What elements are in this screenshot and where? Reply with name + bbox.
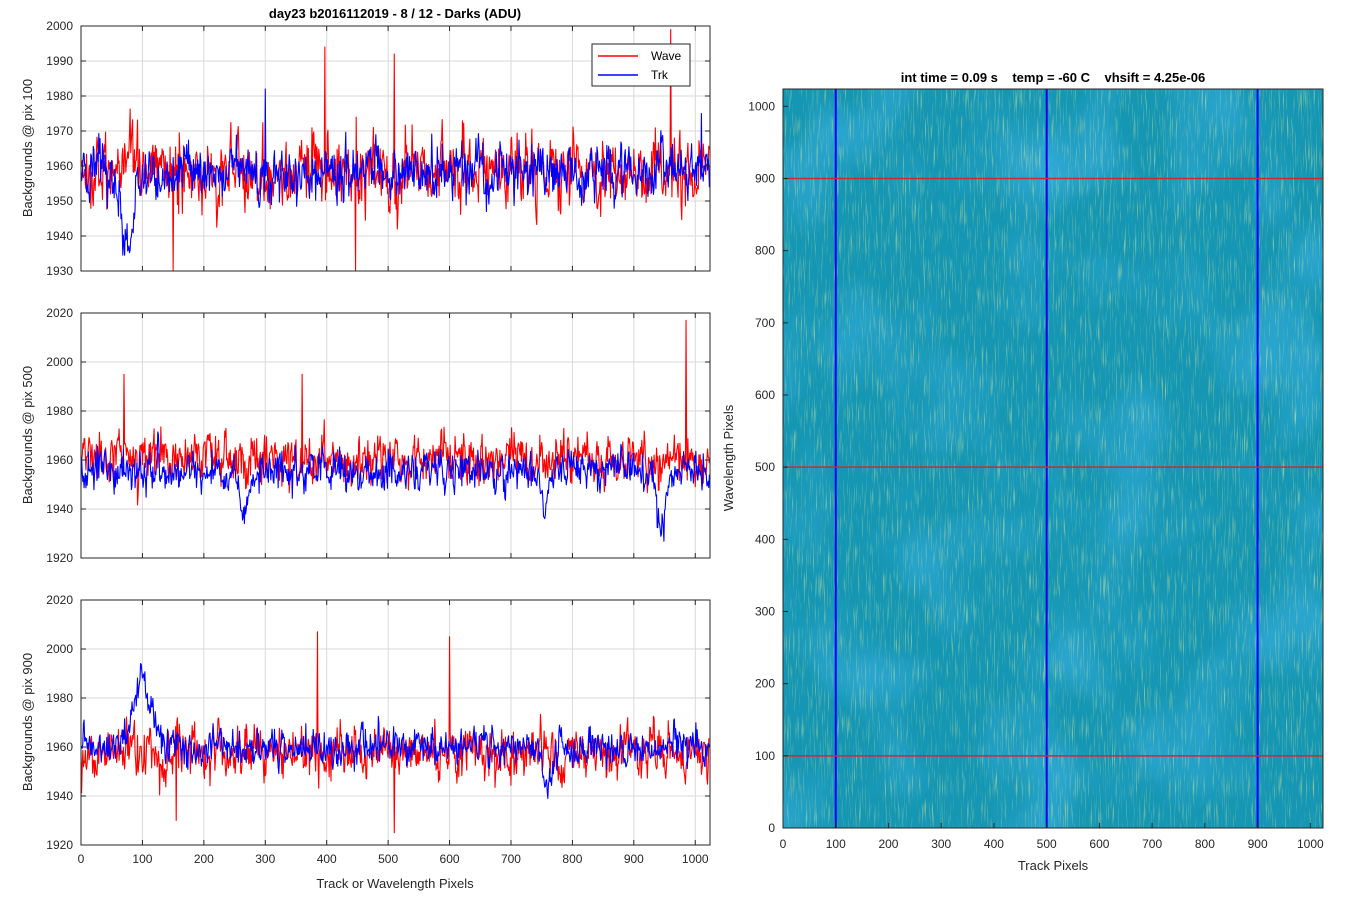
line-panel-pix-100: 1930 1940 1950 1960 1970 1980 1990 2000 Backgro… bbox=[20, 6, 711, 278]
y-tick-label: 2000 bbox=[46, 642, 73, 656]
y-tick-label: 2020 bbox=[46, 593, 73, 607]
legend-wave-label: Wave bbox=[651, 49, 682, 63]
x-tick-label: 200 bbox=[194, 852, 214, 866]
y-tick-label: 1970 bbox=[46, 124, 73, 138]
heatmap-texture-fine bbox=[783, 89, 1323, 828]
legend-trk-label: Trk bbox=[651, 68, 669, 82]
series-group bbox=[81, 319, 710, 542]
y-tick-label: 1920 bbox=[46, 838, 73, 852]
axes-box bbox=[80, 25, 711, 272]
x-tick-label: 0 bbox=[780, 837, 787, 851]
y-tick-label: 1940 bbox=[46, 229, 73, 243]
heatmap-title: int time = 0.09 s temp = -60 C vhsift = … bbox=[901, 70, 1206, 85]
y-tick-label: 1960 bbox=[46, 740, 73, 754]
grid bbox=[81, 313, 710, 558]
series-line-trk bbox=[81, 88, 710, 256]
ticks: 1930 1940 1950 1960 1970 1980 1990 2000 bbox=[46, 19, 710, 278]
y-tick-label: 1940 bbox=[46, 502, 73, 516]
series-line-trk bbox=[81, 431, 710, 542]
x-tick-label: 700 bbox=[1142, 837, 1162, 851]
x-tick-label: 600 bbox=[1089, 837, 1109, 851]
y-tick-label: 700 bbox=[755, 316, 775, 330]
y-tick-label: 900 bbox=[755, 171, 775, 185]
x-tick-label: 400 bbox=[984, 837, 1004, 851]
x-tick-label: 700 bbox=[501, 852, 521, 866]
x-tick-label: 800 bbox=[562, 852, 582, 866]
ticks: 0 100 200 300 400 500 600 700 800 900 1000 0 100 200 3… bbox=[748, 99, 1324, 851]
x-tick-label: 100 bbox=[132, 852, 152, 866]
plot-area bbox=[81, 600, 710, 845]
x-tick-label: 0 bbox=[78, 852, 85, 866]
legend-box bbox=[591, 43, 691, 87]
y-axis-label: Backgrounds @ pix 500 bbox=[20, 366, 35, 504]
y-tick-label: 1980 bbox=[46, 691, 73, 705]
y-tick-label: 1960 bbox=[46, 159, 73, 173]
heatmap-axes-box bbox=[782, 88, 1324, 829]
heatmap-panel: 0 100 200 300 400 500 600 700 800 900 1000 0 100 200 3… bbox=[721, 70, 1324, 873]
x-tick-label: 400 bbox=[317, 852, 337, 866]
y-tick-label: 1980 bbox=[46, 404, 73, 418]
y-tick-label: 100 bbox=[755, 749, 775, 763]
y-tick-label: 200 bbox=[755, 677, 775, 691]
y-tick-label: 500 bbox=[755, 460, 775, 474]
ticks: 1920 1940 1960 1980 2000 2020 bbox=[46, 306, 710, 565]
series-line-wave bbox=[81, 631, 710, 834]
y-tick-label: 0 bbox=[768, 821, 775, 835]
x-tick-label: 900 bbox=[1248, 837, 1268, 851]
heatmap-y-axis-label: Wavelength Pixels bbox=[721, 404, 736, 511]
x-tick-label: 600 bbox=[440, 852, 460, 866]
x-axis-label: Track or Wavelength Pixels bbox=[316, 876, 474, 891]
x-tick-label: 500 bbox=[378, 852, 398, 866]
x-tick-label: 300 bbox=[255, 852, 275, 866]
y-tick-label: 800 bbox=[755, 244, 775, 258]
x-tick-label: 900 bbox=[624, 852, 644, 866]
line-panel-pix-900: 0 100 200 300 400 500 600 700 800 900 1000 1920 1940… bbox=[20, 593, 711, 891]
legend: Wave Trk bbox=[591, 43, 691, 87]
y-tick-label: 2020 bbox=[46, 306, 73, 320]
line-panel-pix-500: 1920 1940 1960 1980 2000 2020 Backgrounds @ p… bbox=[20, 306, 711, 565]
figure-title: day23 b2016112019 - 8 / 12 - Darks (ADU) bbox=[269, 6, 521, 21]
overlay-lines bbox=[783, 89, 1323, 828]
y-tick-label: 1990 bbox=[46, 54, 73, 68]
series-line-wave bbox=[81, 319, 710, 506]
plot-area bbox=[81, 313, 710, 558]
series-line-wave bbox=[81, 28, 710, 271]
y-axis-label: Backgrounds @ pix 100 bbox=[20, 79, 35, 217]
x-tick-label: 1000 bbox=[1297, 837, 1324, 851]
y-tick-label: 1950 bbox=[46, 194, 73, 208]
x-tick-label: 300 bbox=[931, 837, 951, 851]
y-tick-label: 300 bbox=[755, 604, 775, 618]
axes-box bbox=[80, 312, 711, 559]
heatmap-x-axis-label: Track Pixels bbox=[1018, 858, 1089, 873]
y-tick-label: 1920 bbox=[46, 551, 73, 565]
y-tick-label: 1000 bbox=[748, 99, 775, 113]
x-tick-label: 500 bbox=[1037, 837, 1057, 851]
series-group bbox=[81, 28, 710, 271]
axes-box bbox=[80, 599, 711, 846]
y-tick-label: 1980 bbox=[46, 89, 73, 103]
y-tick-label: 1960 bbox=[46, 453, 73, 467]
series-line-trk bbox=[81, 663, 710, 799]
series-group bbox=[81, 631, 710, 834]
y-tick-label: 2000 bbox=[46, 355, 73, 369]
x-tick-label: 1000 bbox=[682, 852, 709, 866]
y-tick-label: 400 bbox=[755, 532, 775, 546]
x-tick-label: 200 bbox=[878, 837, 898, 851]
x-tick-label: 800 bbox=[1195, 837, 1215, 851]
y-tick-label: 1930 bbox=[46, 264, 73, 278]
y-tick-label: 600 bbox=[755, 388, 775, 402]
x-tick-label: 100 bbox=[826, 837, 846, 851]
y-axis-label: Backgrounds @ pix 900 bbox=[20, 653, 35, 791]
y-tick-label: 2000 bbox=[46, 19, 73, 33]
y-tick-label: 1940 bbox=[46, 789, 73, 803]
ticks: 0 100 200 300 400 500 600 700 800 900 1000 1920 1940… bbox=[46, 593, 710, 866]
